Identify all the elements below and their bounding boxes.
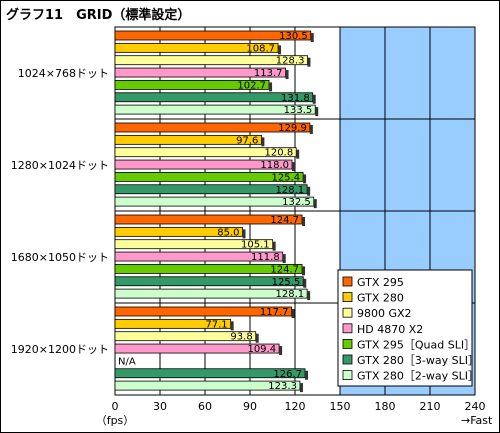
- category-label: 1280×1024ドット: [11, 159, 109, 172]
- value-label: 102.7: [237, 80, 266, 91]
- value-label: 111.8: [251, 252, 280, 263]
- value-label: 132.5: [282, 197, 311, 208]
- value-label: 117.7: [260, 307, 289, 318]
- bar-shadow: [285, 70, 289, 80]
- value-label: 118.0: [260, 160, 289, 171]
- legend-swatch: [342, 276, 353, 287]
- value-label: 130.5: [279, 31, 308, 42]
- bar-shadow: [296, 149, 300, 159]
- x-axis-direction-label: →Fast: [461, 414, 493, 427]
- legend-swatch: [342, 370, 353, 381]
- value-label-na: N/A: [118, 356, 136, 367]
- legend-box: [337, 269, 473, 387]
- bar-shadow: [313, 199, 317, 209]
- value-label: 77.1: [205, 319, 227, 330]
- bar-shadow: [291, 309, 295, 318]
- bar-shadow: [307, 291, 311, 301]
- x-axis-label: （fps）: [96, 414, 135, 427]
- x-tick-label: 60: [198, 400, 212, 413]
- value-label: 93.8: [230, 332, 252, 343]
- value-label: 128.1: [276, 185, 305, 196]
- legend-label: GTX 280［3-way SLI］: [357, 354, 479, 367]
- value-label: 120.8: [265, 148, 294, 159]
- legend-swatch: [342, 307, 353, 318]
- bar-shadow: [255, 333, 259, 343]
- x-tick-label: 180: [375, 400, 396, 413]
- value-label: 131.8: [281, 93, 310, 104]
- bar-shadow: [302, 217, 306, 226]
- bar-shadow: [307, 57, 311, 67]
- value-label: 125.5: [272, 277, 301, 288]
- value-label: 133.5: [284, 105, 313, 116]
- bar-shadow: [305, 370, 309, 380]
- plot-border: [114, 26, 476, 396]
- bar-shadow: [272, 241, 276, 251]
- x-tick-label: 120: [285, 400, 306, 413]
- value-label: 123.3: [268, 381, 297, 392]
- x-tick-label: 210: [420, 400, 441, 413]
- bar-shadow: [309, 125, 313, 134]
- bar-shadow: [303, 278, 307, 288]
- bar-shadow: [230, 321, 234, 331]
- legend-label: GTX 295［Quad SLI］: [357, 338, 475, 351]
- bar-shadow: [261, 137, 265, 147]
- value-label: 125.4: [271, 172, 300, 183]
- legend-label: GTX 280: [357, 292, 404, 305]
- legend-swatch: [342, 323, 353, 334]
- value-label: 128.1: [276, 289, 305, 300]
- x-tick-label: 90: [243, 400, 257, 413]
- value-label: 126.7: [273, 369, 302, 380]
- category-label: 1920×1200ドット: [11, 343, 109, 356]
- category-label: 1024×768ドット: [18, 67, 109, 80]
- bar-shadow: [315, 107, 319, 117]
- legend-label: GTX 295: [357, 276, 404, 289]
- value-label: 97.6: [236, 135, 258, 146]
- value-label: 128.3: [276, 56, 305, 67]
- value-label: 113.7: [254, 68, 283, 79]
- legend-swatch: [342, 354, 353, 365]
- legend-swatch: [342, 338, 353, 349]
- bar-shadow: [303, 174, 307, 184]
- category-label: 1680×1050ドット: [11, 251, 109, 264]
- x-tick-label: 150: [330, 400, 351, 413]
- bar-shadow: [269, 82, 273, 92]
- chart-title: グラフ11 GRID（標準設定）: [6, 8, 191, 23]
- bar-shadow: [278, 45, 282, 55]
- legend-label: GTX 280［2-way SLI］: [357, 370, 479, 383]
- value-label: 108.7: [246, 43, 275, 54]
- value-label: 85.0: [217, 227, 239, 238]
- bar-shadow: [299, 383, 303, 393]
- bar-shadow: [312, 94, 316, 104]
- value-label: 124.7: [270, 215, 299, 226]
- legend-swatch: [342, 292, 353, 303]
- legend-label: HD 4870 X2: [357, 323, 423, 336]
- legend-label: 9800 GX2: [357, 307, 412, 320]
- bar-shadow: [279, 346, 283, 356]
- x-tick-label: 30: [153, 400, 167, 413]
- bar-shadow: [310, 33, 314, 42]
- bar-shadow: [242, 229, 246, 239]
- bar-shadow: [302, 266, 306, 276]
- value-label: 109.4: [247, 344, 276, 355]
- value-label: 124.7: [270, 264, 299, 275]
- value-label: 129.9: [278, 123, 307, 134]
- bar-shadow: [282, 254, 286, 264]
- x-tick-label: 240: [465, 400, 486, 413]
- bar-shadow: [292, 162, 295, 172]
- bar-shadow: [307, 186, 311, 196]
- value-label: 105.1: [241, 240, 270, 251]
- x-tick-label: 0: [112, 400, 119, 413]
